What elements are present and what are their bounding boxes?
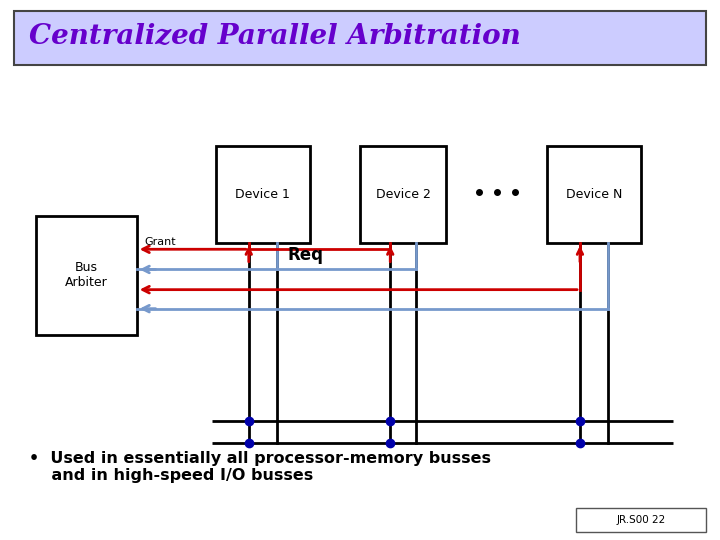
Text: JR.S00 22: JR.S00 22 [616,515,665,525]
Text: Device 2: Device 2 [376,188,431,201]
Text: Device N: Device N [566,188,622,201]
Text: Bus
Arbiter: Bus Arbiter [65,261,108,289]
Bar [576,508,706,532]
Text: Req: Req [288,246,324,264]
Bar [360,146,446,243]
Bar [36,216,137,335]
Text: Centralized Parallel Arbitration: Centralized Parallel Arbitration [29,23,521,50]
Text: Device 1: Device 1 [235,188,290,201]
Text: •  Used in essentially all processor-memory busses
    and in high-speed I/O bus: • Used in essentially all processor-memo… [29,451,491,483]
Bar [14,11,706,65]
Text: Grant: Grant [144,237,176,247]
Bar [547,146,641,243]
Bar [216,146,310,243]
